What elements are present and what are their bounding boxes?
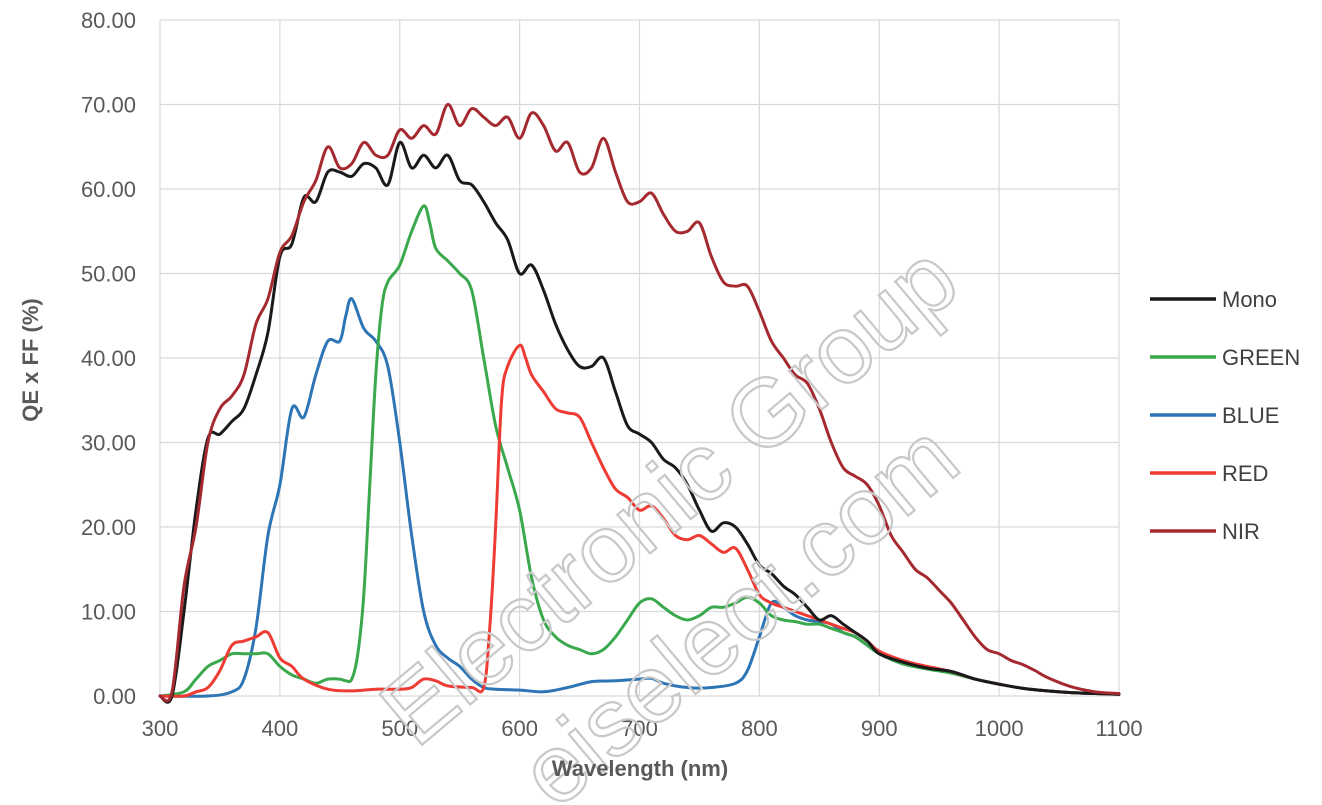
y-tick-label: 0.00 xyxy=(93,684,136,709)
y-tick-label: 20.00 xyxy=(81,515,136,540)
y-tick-label: 80.00 xyxy=(81,8,136,33)
series-line-green xyxy=(158,204,1121,698)
legend-label-nir: NIR xyxy=(1222,519,1260,544)
y-tick-label: 40.00 xyxy=(81,346,136,371)
x-tick-label: 600 xyxy=(501,716,538,741)
x-tick-label: 800 xyxy=(741,716,778,741)
legend-label-blue: BLUE xyxy=(1222,403,1279,428)
series-line-nir xyxy=(158,102,1121,703)
x-axis-title: Wavelength (nm) xyxy=(552,756,728,781)
y-axis-ticks: 0.00 10.00 20.00 30.00 40.00 50.00 60.00 70.00 8… xyxy=(81,8,136,709)
x-tick-label: 700 xyxy=(621,716,658,741)
legend-label-green: GREEN xyxy=(1222,345,1300,370)
x-tick-label: 1000 xyxy=(975,716,1024,741)
x-tick-label: 400 xyxy=(262,716,299,741)
legend-label-red: RED xyxy=(1222,461,1268,486)
series-line-mono xyxy=(158,140,1121,704)
y-tick-label: 10.00 xyxy=(81,600,136,625)
legend: Mono GREEN BLUE RED NIR xyxy=(1150,287,1300,544)
x-axis-ticks: 300 400 500 600 700 800 900 1000 1100 xyxy=(142,716,1143,741)
y-tick-label: 70.00 xyxy=(81,93,136,118)
x-tick-label: 300 xyxy=(142,716,179,741)
y-axis-title: QE x FF (%) xyxy=(18,298,43,421)
y-tick-label: 60.00 xyxy=(81,177,136,202)
gridlines xyxy=(159,19,1120,697)
series-lines xyxy=(158,102,1121,704)
x-tick-label: 500 xyxy=(381,716,418,741)
x-tick-label: 1100 xyxy=(1095,716,1142,741)
y-tick-label: 30.00 xyxy=(81,431,136,456)
legend-label-mono: Mono xyxy=(1222,287,1277,312)
y-tick-label: 50.00 xyxy=(81,262,136,287)
x-tick-label: 900 xyxy=(861,716,898,741)
